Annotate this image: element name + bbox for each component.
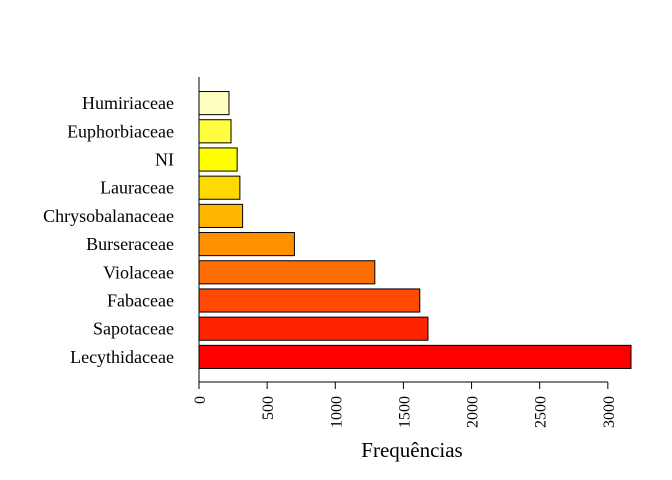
bar-ni (198, 147, 238, 172)
x-tick-label-2000: 2000 (465, 396, 482, 428)
x-tick-label-500: 500 (260, 396, 277, 420)
bar-sapotaceae (198, 316, 429, 341)
bar-euphorbiaceae (198, 119, 232, 144)
category-label-lauraceae: Lauraceae (100, 178, 174, 198)
bar-humiriaceae (198, 91, 230, 116)
category-label-burseraceae: Burseraceae (86, 234, 174, 254)
category-label-lecythidaceae: Lecythidaceae (70, 347, 174, 367)
category-label-humiriaceae: Humiriaceae (82, 93, 174, 113)
category-label-ni: NI (155, 150, 174, 170)
bar-fabaceae (198, 288, 421, 313)
category-label-chrysobalanaceae: Chrysobalanaceae (43, 206, 174, 226)
x-ticks: 0 500 1000 1500 2000 2500 3000 (192, 382, 618, 428)
x-tick-label-3000: 3000 (601, 396, 618, 428)
category-label-violaceae: Violaceae (103, 262, 174, 282)
category-label-fabaceae: Fabaceae (107, 291, 174, 311)
x-tick-label-0: 0 (192, 396, 209, 404)
bar-violaceae (198, 260, 376, 285)
x-axis-title: Frequências (361, 438, 462, 462)
bar-burseraceae (198, 232, 295, 257)
bar-lecythidaceae (198, 344, 632, 369)
bar-lauraceae (198, 175, 241, 200)
category-labels: Lecythidaceae Sapotaceae Fabaceae Violaceae… (43, 93, 174, 367)
x-tick-label-1500: 1500 (396, 396, 413, 428)
bars-group (198, 91, 632, 369)
bar-chrysobalanaceae (198, 203, 244, 228)
category-label-euphorbiaceae: Euphorbiaceae (67, 121, 174, 141)
x-tick-label-1000: 1000 (328, 396, 345, 428)
x-tick-label-2500: 2500 (533, 396, 550, 428)
category-label-sapotaceae: Sapotaceae (93, 319, 174, 339)
